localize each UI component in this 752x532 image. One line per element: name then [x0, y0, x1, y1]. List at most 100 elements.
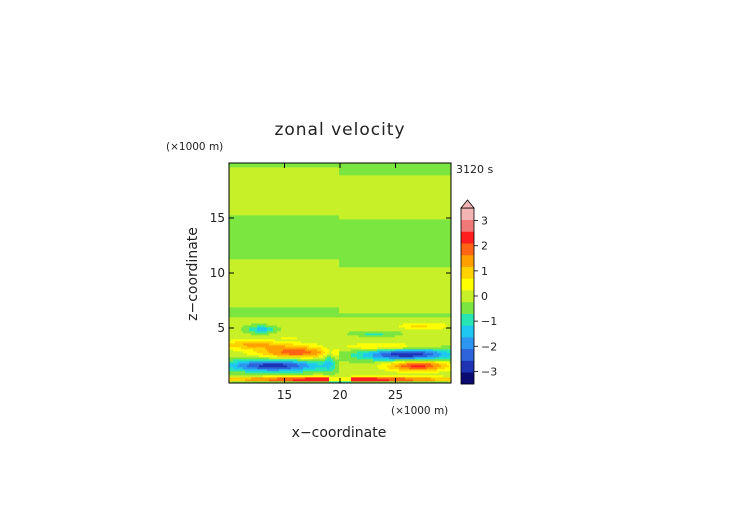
heatmap-cell [287, 369, 290, 372]
heatmap-cell [237, 191, 240, 194]
heatmap-cell [249, 287, 252, 290]
heatmap-cell [289, 237, 292, 240]
heatmap-cell [307, 289, 310, 292]
heatmap-cell [253, 163, 256, 166]
heatmap-cell [229, 295, 232, 298]
heatmap-cell [237, 185, 240, 188]
heatmap-cell [293, 273, 296, 276]
heatmap-cell [319, 381, 322, 384]
heatmap-cell [253, 273, 256, 276]
heatmap-cell [261, 341, 264, 344]
heatmap-cell [293, 253, 296, 256]
heatmap-cell [289, 241, 292, 244]
heatmap-cell [295, 381, 298, 384]
heatmap-cell [287, 215, 290, 218]
heatmap-cell [315, 179, 318, 182]
heatmap-cell [289, 177, 292, 180]
heatmap-cell [271, 371, 274, 374]
heatmap-cell [285, 367, 288, 370]
heatmap-cell [317, 341, 320, 344]
heatmap-cell [277, 213, 280, 216]
heatmap-cell [315, 281, 318, 284]
heatmap-cell [315, 293, 318, 296]
heatmap-cell [299, 305, 302, 308]
heatmap-cell [315, 165, 318, 168]
heatmap-cell [291, 211, 294, 214]
heatmap-cell [255, 373, 258, 376]
heatmap-cell [249, 375, 252, 378]
heatmap-cell [235, 377, 238, 380]
heatmap-cell [263, 241, 266, 244]
heatmap-cell [263, 343, 266, 346]
heatmap-cell [295, 341, 298, 344]
heatmap-cell [293, 319, 296, 322]
heatmap-cell [275, 335, 278, 338]
heatmap-cell [257, 295, 260, 298]
heatmap-cell [263, 203, 266, 206]
heatmap-cell [271, 319, 274, 322]
heatmap-cell [297, 199, 300, 202]
heatmap-cell [303, 217, 306, 220]
heatmap-cell [251, 195, 254, 198]
heatmap-cell [247, 253, 250, 256]
heatmap-cell [307, 241, 310, 244]
heatmap-cell [279, 359, 282, 362]
heatmap-cell [295, 273, 298, 276]
heatmap-cell [263, 205, 266, 208]
heatmap-cell [301, 361, 304, 364]
heatmap-cell [235, 355, 238, 358]
heatmap-cell [315, 255, 318, 258]
heatmap-cell [299, 339, 302, 342]
heatmap-cell [287, 167, 290, 170]
heatmap-cell [239, 329, 242, 332]
heatmap-cell [265, 221, 268, 224]
heatmap-cell [229, 199, 232, 202]
heatmap-cell [229, 215, 232, 218]
heatmap-cell [273, 277, 276, 280]
heatmap-cell [277, 285, 280, 288]
heatmap-cell [253, 177, 256, 180]
heatmap-cell [265, 347, 268, 350]
heatmap-cell [315, 219, 318, 222]
heatmap-cell [289, 249, 292, 252]
heatmap-cell [317, 265, 320, 268]
heatmap-cell [263, 265, 266, 268]
heatmap-cell [275, 315, 278, 318]
heatmap-cell [279, 221, 282, 224]
heatmap-cell [309, 213, 312, 216]
heatmap-cell [269, 255, 272, 258]
heatmap-cell [317, 333, 320, 336]
heatmap-cell [249, 361, 252, 364]
heatmap-cell [229, 353, 232, 356]
heatmap-cell [245, 213, 248, 216]
heatmap-cell [271, 179, 274, 182]
heatmap-cell [315, 173, 318, 176]
heatmap-cell [241, 381, 244, 384]
heatmap-cell [297, 381, 300, 384]
heatmap-cell [283, 201, 286, 204]
heatmap-cell [281, 359, 284, 362]
heatmap-cell [317, 203, 320, 206]
heatmap-cell [253, 241, 256, 244]
heatmap-cell [241, 231, 244, 234]
heatmap-cell [269, 237, 272, 240]
heatmap-cell [291, 281, 294, 284]
heatmap-cell [239, 207, 242, 210]
heatmap-cell [275, 285, 278, 288]
heatmap-cell [289, 261, 292, 264]
heatmap-cell [309, 253, 312, 256]
heatmap-cell [293, 183, 296, 186]
heatmap-cell [299, 175, 302, 178]
heatmap-cell [275, 263, 278, 266]
heatmap-cell [319, 345, 322, 348]
heatmap-cell [249, 355, 252, 358]
heatmap-cell [271, 345, 274, 348]
heatmap-cell [315, 223, 318, 226]
heatmap-cell [293, 275, 296, 278]
heatmap-cell [229, 283, 232, 286]
heatmap-cell [239, 175, 242, 178]
heatmap-cell [271, 377, 274, 380]
heatmap-cell [271, 351, 274, 354]
heatmap-cell [253, 279, 256, 282]
heatmap-cell [297, 349, 300, 352]
